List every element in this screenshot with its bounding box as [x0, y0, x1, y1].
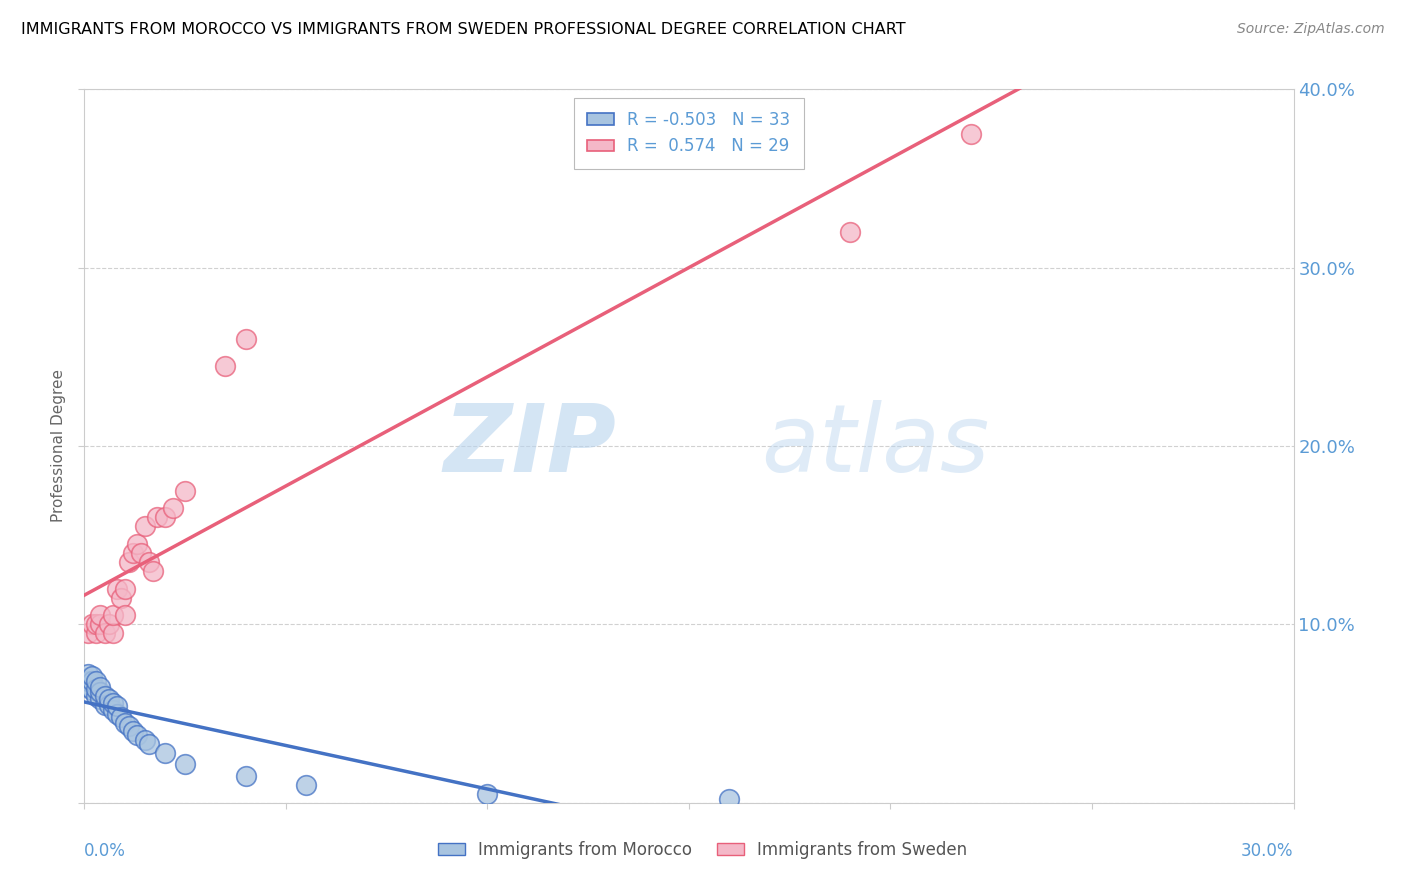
Point [89, 617, 111, 632]
Point [77, 626, 100, 640]
Text: ZIP: ZIP [443, 400, 616, 492]
Point [114, 608, 136, 623]
Point [105, 582, 128, 596]
Point [82, 683, 104, 698]
Point [93, 698, 115, 712]
Point [235, 332, 257, 346]
Point [97, 692, 120, 706]
Point [138, 555, 160, 569]
Point [110, 591, 132, 605]
Point [101, 703, 124, 717]
Text: 30.0%: 30.0% [1241, 842, 1294, 860]
Point [101, 608, 124, 623]
Point [82, 669, 104, 683]
Point [121, 724, 143, 739]
Point [93, 689, 115, 703]
Text: IMMIGRANTS FROM MOROCCO VS IMMIGRANTS FROM SWEDEN PROFESSIONAL DEGREE CORRELATIO: IMMIGRANTS FROM MOROCCO VS IMMIGRANTS FR… [21, 22, 905, 37]
Point [101, 696, 124, 710]
Legend: R = -0.503   N = 33, R =  0.574   N = 29: R = -0.503 N = 33, R = 0.574 N = 29 [574, 97, 804, 169]
Point [110, 710, 132, 724]
Point [153, 746, 176, 760]
Point [77, 674, 100, 689]
Point [89, 685, 111, 699]
Point [77, 667, 100, 681]
Point [121, 546, 143, 560]
Point [162, 501, 184, 516]
Point [86, 674, 108, 689]
Point [142, 564, 165, 578]
Point [118, 719, 141, 733]
Point [477, 787, 499, 801]
Point [125, 537, 148, 551]
Point [960, 127, 983, 141]
Point [134, 733, 156, 747]
Point [174, 483, 197, 498]
Point [105, 699, 128, 714]
Y-axis label: Professional Degree: Professional Degree [51, 369, 66, 523]
Text: Source: ZipAtlas.com: Source: ZipAtlas.com [1237, 22, 1385, 37]
Point [134, 519, 156, 533]
Point [138, 737, 160, 751]
Point [146, 510, 169, 524]
Point [93, 626, 115, 640]
Point [89, 680, 111, 694]
Point [86, 626, 108, 640]
Point [153, 510, 176, 524]
Point [214, 359, 236, 373]
Point [86, 689, 108, 703]
Point [97, 698, 120, 712]
Point [89, 692, 111, 706]
Point [97, 617, 120, 632]
Point [295, 778, 318, 792]
Point [86, 681, 108, 696]
Point [86, 617, 108, 632]
Point [174, 756, 197, 771]
Point [235, 769, 257, 783]
Point [101, 626, 124, 640]
Point [114, 715, 136, 730]
Point [718, 792, 741, 806]
Text: 0.0%: 0.0% [84, 842, 127, 860]
Point [82, 674, 104, 689]
Point [125, 728, 148, 742]
Point [77, 680, 100, 694]
Point [129, 546, 152, 560]
Point [114, 582, 136, 596]
Point [89, 608, 111, 623]
Point [839, 225, 862, 239]
Legend: Immigrants from Morocco, Immigrants from Sweden: Immigrants from Morocco, Immigrants from… [432, 835, 974, 866]
Point [105, 706, 128, 721]
Point [118, 555, 141, 569]
Point [82, 617, 104, 632]
Text: atlas: atlas [762, 401, 990, 491]
